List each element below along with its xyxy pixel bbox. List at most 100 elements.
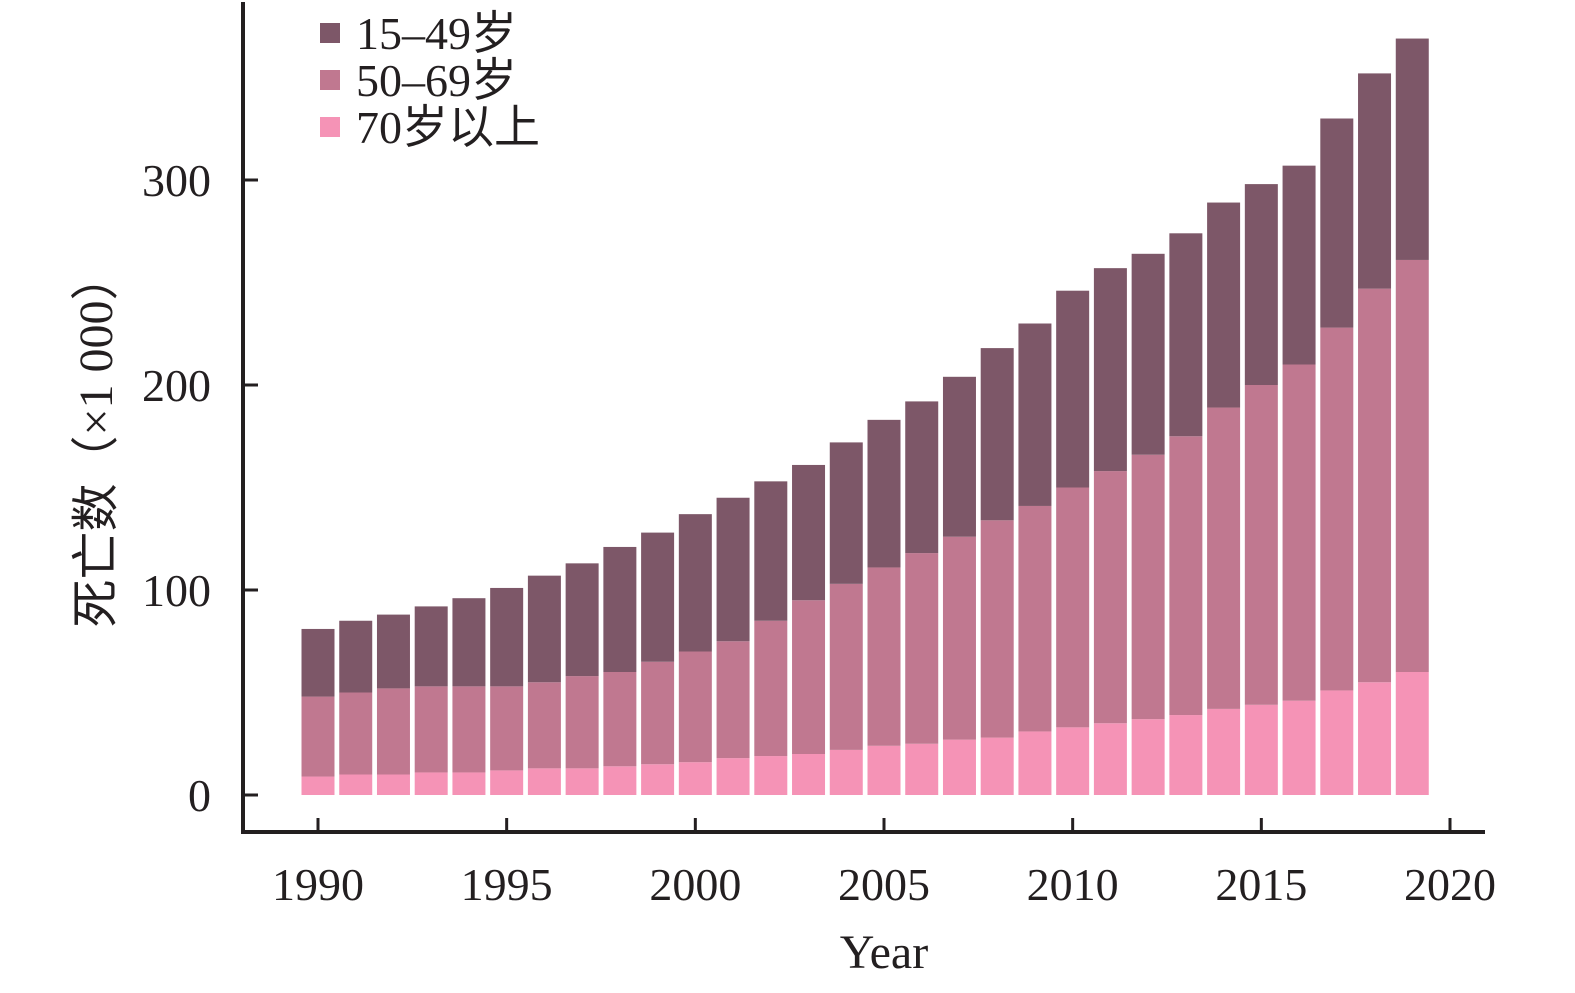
bar-segment [376,688,410,775]
legend-label: 15–49岁 [356,8,517,59]
bar-segment [1244,385,1278,705]
legend-label: 70岁以上 [356,102,540,153]
x-tick-label: 2015 [1215,859,1307,910]
bar-segment [1282,700,1316,795]
bar-segment [942,536,976,740]
bar-segment [565,768,599,795]
bar-segment [1320,690,1354,795]
bar-segment [867,419,901,568]
bar-segment [1320,118,1354,328]
bar-segment [716,641,750,759]
bar-segment [1320,327,1354,691]
bar-segment [527,575,561,683]
bar-segment [452,598,486,687]
legend-swatch [320,23,340,43]
bar-segment [452,772,486,795]
bar-segment [716,758,750,795]
bar-segment [414,606,448,687]
bar-segment [980,520,1014,738]
axes-layer: 0 100 200 300 1990 1995 2000 2005 2010 2015 2020 [142,2,1496,910]
x-tick-label: 2020 [1404,859,1496,910]
y-tick-label: 0 [188,770,211,821]
bar-segment [1018,505,1052,732]
bar-segment [565,563,599,677]
bar-segment [754,756,788,795]
x-tick-label: 1995 [461,859,553,910]
bar-segment [1056,290,1090,488]
y-tick-label: 200 [142,360,211,411]
bar-segment [1207,407,1241,709]
x-tick-label: 2005 [838,859,930,910]
x-tick-label: 2010 [1027,859,1119,910]
bar-segment [414,686,448,773]
bar-segment [1056,487,1090,728]
bar-segment [1131,253,1165,455]
bar-segment [1207,202,1241,408]
bar-segment [905,553,939,744]
bar-segment [641,532,675,662]
bar-segment [527,682,561,769]
legend-swatch [320,117,340,137]
bar-segment [1169,715,1203,795]
bar-segment [1093,268,1127,472]
x-axis-title: Year [840,926,928,979]
bar-segment [1093,723,1127,795]
bar-segment [1282,165,1316,365]
y-tick-label: 100 [142,565,211,616]
bars-layer [301,38,1429,795]
bar-segment [301,628,335,697]
bar-segment [301,696,335,777]
bar-segment [678,762,712,795]
bar-segment [376,774,410,795]
bar-segment [792,754,826,795]
bar-segment [980,348,1014,521]
bar-segment [527,768,561,795]
bar-segment [829,583,863,750]
y-axis-title: 死亡数（×1 000） [70,252,123,627]
bar-segment [754,620,788,757]
bar-segment [1169,233,1203,437]
bar-segment [490,686,524,771]
bar-segment [1131,454,1165,720]
bar-segment [1358,288,1392,683]
bar-segment [678,514,712,652]
bar-segment [414,772,448,795]
x-tick-label: 1990 [272,859,364,910]
bar-segment [1282,364,1316,701]
bar-segment [1395,259,1429,672]
bar-segment [754,481,788,621]
bar-segment [829,442,863,584]
bar-segment [792,464,826,601]
bar-segment [1056,727,1090,795]
bar-segment [942,376,976,537]
y-tick-label: 300 [142,155,211,206]
bar-segment [1244,704,1278,795]
bar-segment [641,764,675,795]
legend-swatch [320,70,340,90]
bar-segment [339,692,373,775]
bar-segment [905,743,939,795]
bar-segment [1244,184,1278,385]
bar-segment [1018,731,1052,795]
bar-segment [867,745,901,795]
bar-segment [339,620,373,693]
bar-segment [1207,708,1241,795]
bar-segment [792,600,826,754]
bar-segment [490,587,524,687]
bar-segment [603,766,637,795]
bar-segment [678,651,712,763]
bar-segment [1169,436,1203,716]
bar-segment [867,567,901,746]
x-tick-label: 2000 [649,859,741,910]
bar-segment [1395,672,1429,795]
bar-segment [1131,719,1165,795]
bar-segment [603,546,637,672]
bar-segment [1018,323,1052,506]
bar-segment [641,661,675,765]
bar-segment [942,739,976,795]
bar-segment [1395,38,1429,260]
bar-segment [565,676,599,769]
bar-segment [716,497,750,642]
legend-label: 50–69岁 [356,55,517,106]
